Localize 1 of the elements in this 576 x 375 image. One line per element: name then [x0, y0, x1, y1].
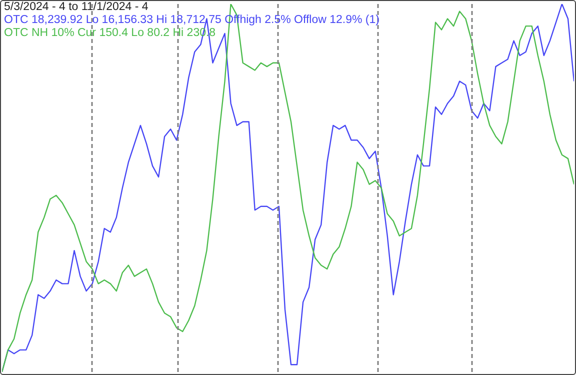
- chart-title: 5/3/2024 - 4 to 11/1/2024 - 4: [4, 1, 148, 14]
